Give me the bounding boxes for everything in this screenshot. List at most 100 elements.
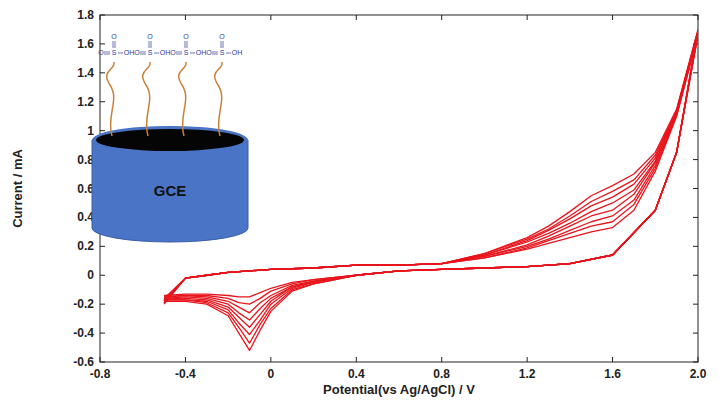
- x-tick: [612, 357, 613, 362]
- atom-label: O: [206, 49, 212, 56]
- cv-cycle: [164, 32, 698, 320]
- y-tick: [693, 333, 698, 334]
- x-axis-title: Potential(vs Ag/AgCl) / V: [323, 382, 475, 397]
- bond: [113, 41, 114, 48]
- y-tick: [693, 130, 698, 131]
- y-tick: [693, 275, 698, 276]
- bond: [115, 41, 116, 48]
- x-tick: [698, 357, 699, 362]
- bond: [212, 52, 218, 53]
- bond: [176, 54, 182, 55]
- atom-label: O: [134, 49, 140, 56]
- y-tick: [693, 101, 698, 102]
- x-tick-label: 0.8: [433, 367, 450, 381]
- x-tick: [100, 15, 101, 20]
- bond: [154, 53, 159, 54]
- atom-label: O: [98, 49, 104, 56]
- y-tick: [100, 15, 105, 16]
- bond: [104, 52, 110, 53]
- cv-cycle: [164, 34, 698, 304]
- x-tick-label: -0.8: [90, 367, 111, 381]
- y-tick-label: -0.6: [73, 355, 94, 369]
- y-tick-label: 0.2: [77, 239, 94, 253]
- bond: [226, 53, 231, 54]
- x-tick: [698, 15, 699, 20]
- atom-label: O: [170, 49, 176, 56]
- cv-cycle: [164, 29, 698, 350]
- cv-cycle: [164, 31, 698, 343]
- x-tick: [527, 15, 528, 20]
- atom-label: OH: [124, 49, 135, 56]
- atom-label: OH: [232, 49, 243, 56]
- chain: [179, 62, 186, 136]
- chain: [215, 62, 222, 136]
- bond: [140, 54, 146, 55]
- electrode-body: [92, 140, 248, 242]
- x-tick: [356, 357, 357, 362]
- y-tick-label: -0.2: [73, 297, 94, 311]
- x-tick-label: 2.0: [690, 367, 707, 381]
- x-tick-label: -0.4: [175, 367, 196, 381]
- atom-label: O: [219, 33, 225, 40]
- y-tick: [100, 101, 105, 102]
- atom-label: O: [183, 33, 189, 40]
- y-tick-label: 1: [87, 124, 94, 138]
- cv-cycle: [164, 35, 698, 298]
- y-tick: [100, 43, 105, 44]
- y-tick: [693, 159, 698, 160]
- bond: [185, 41, 186, 48]
- atom-label: OH: [160, 49, 171, 56]
- y-tick: [693, 246, 698, 247]
- chain: [143, 62, 150, 136]
- cv-cycle: [164, 31, 698, 335]
- y-tick: [100, 362, 105, 363]
- x-tick: [356, 15, 357, 20]
- atom-label: O: [147, 33, 153, 40]
- bond: [140, 52, 146, 53]
- atom-label: S: [220, 49, 225, 56]
- y-tick: [693, 72, 698, 73]
- y-tick: [693, 304, 698, 305]
- y-tick-label: 1.6: [77, 37, 94, 51]
- y-tick: [693, 217, 698, 218]
- bond: [176, 52, 182, 53]
- x-tick-label: 1.6: [604, 367, 621, 381]
- y-tick: [100, 130, 105, 131]
- y-tick-label: -0.4: [73, 326, 94, 340]
- electrode-label: GCE: [154, 182, 187, 199]
- bond: [151, 41, 152, 48]
- x-tick: [527, 357, 528, 362]
- atom-label: S: [148, 49, 153, 56]
- y-tick: [693, 15, 698, 16]
- x-tick-label: 0: [268, 367, 275, 381]
- y-tick-label: 1.8: [77, 8, 94, 22]
- bond: [187, 41, 188, 48]
- cv-cycle: [164, 32, 698, 327]
- y-tick: [100, 304, 105, 305]
- bond: [212, 54, 218, 55]
- y-tick: [100, 275, 105, 276]
- y-tick: [100, 333, 105, 334]
- bond: [118, 53, 123, 54]
- y-tick: [100, 72, 105, 73]
- bond: [190, 53, 195, 54]
- y-tick: [693, 188, 698, 189]
- x-tick: [185, 15, 186, 20]
- x-tick: [100, 357, 101, 362]
- y-tick-label: 1.4: [77, 66, 94, 80]
- cv-cycle: [164, 34, 698, 313]
- x-tick-label: 1.2: [519, 367, 536, 381]
- x-tick: [270, 357, 271, 362]
- x-tick: [441, 357, 442, 362]
- bond: [221, 41, 222, 48]
- chart: -0.8-0.400.40.81.21.62.0-0.6-0.4-0.200.2…: [0, 0, 719, 402]
- bond: [223, 41, 224, 48]
- data-group: [164, 29, 698, 350]
- bond: [149, 41, 150, 48]
- electrode-surface: [96, 129, 244, 151]
- x-tick: [185, 357, 186, 362]
- y-tick: [693, 362, 698, 363]
- atom-label: S: [112, 49, 117, 56]
- atom-label: OH: [196, 49, 207, 56]
- atom-label: S: [184, 49, 189, 56]
